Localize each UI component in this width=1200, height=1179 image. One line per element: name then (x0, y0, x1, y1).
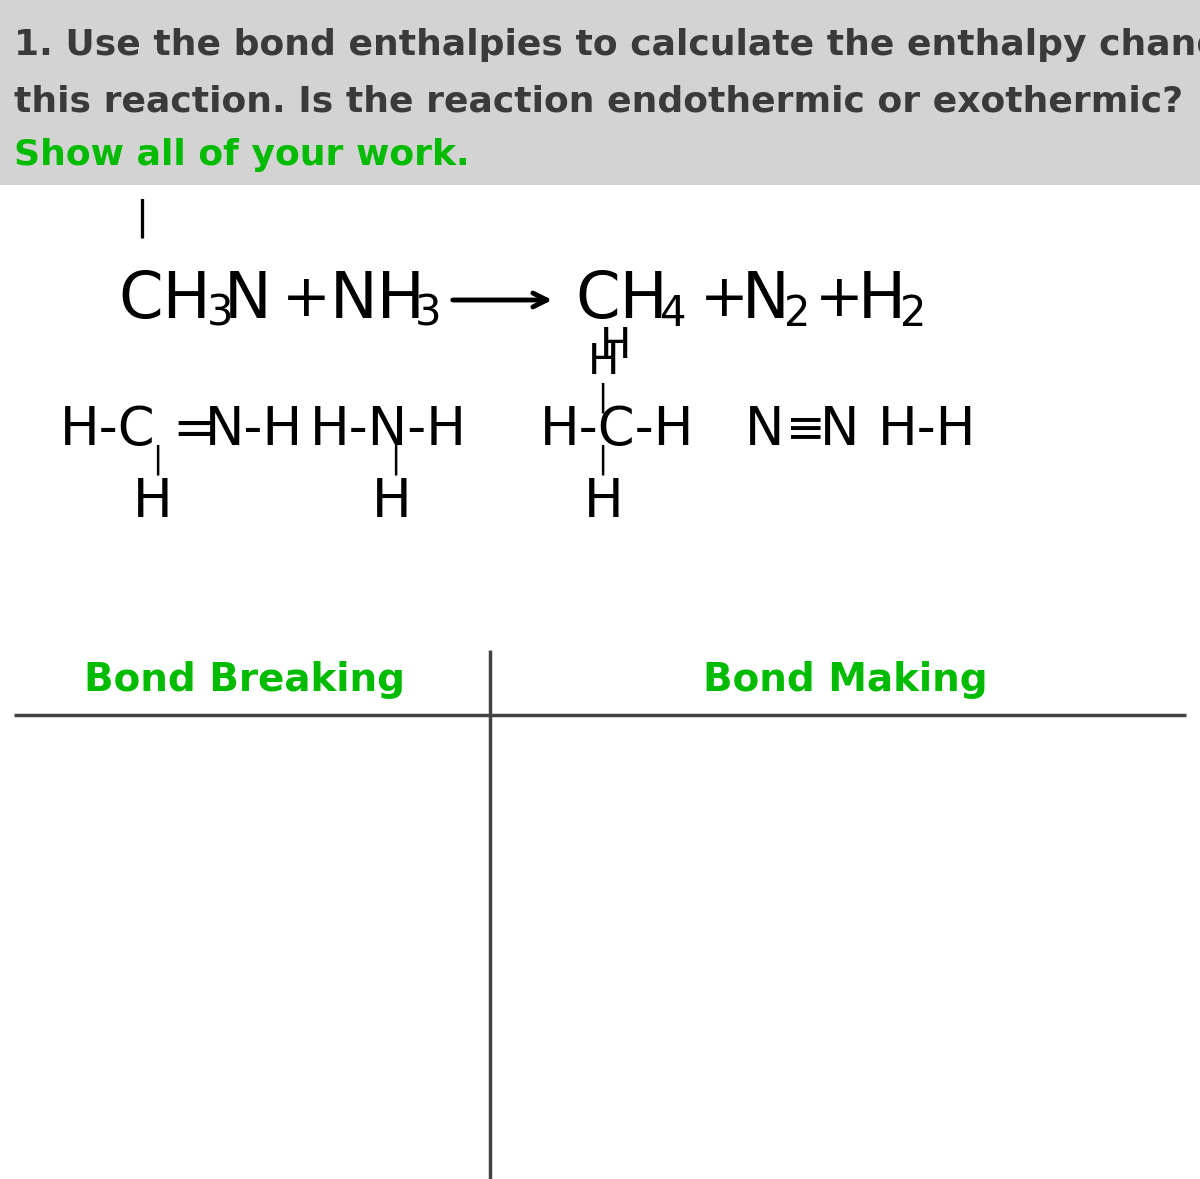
Text: Bond Making: Bond Making (703, 661, 988, 699)
Text: H: H (584, 476, 624, 528)
Text: Bond Breaking: Bond Breaking (84, 661, 406, 699)
Text: N: N (820, 404, 859, 456)
Text: 4: 4 (660, 294, 686, 335)
Text: Show all of your work.: Show all of your work. (14, 138, 469, 172)
Text: 2: 2 (900, 294, 926, 335)
Text: +: + (815, 271, 864, 329)
Text: 2: 2 (784, 294, 810, 335)
Text: H-C: H-C (60, 404, 156, 456)
Text: N: N (745, 404, 785, 456)
Text: |: | (134, 198, 148, 238)
Text: CH: CH (118, 269, 211, 331)
Text: H-C-H: H-C-H (540, 404, 695, 456)
Bar (0, 0, 1200, 185)
Text: CH: CH (575, 269, 667, 331)
Text: |: | (598, 444, 607, 475)
Text: H: H (858, 269, 906, 331)
Text: 3: 3 (415, 294, 442, 335)
Text: N: N (742, 269, 790, 331)
Text: N: N (224, 269, 271, 331)
Text: H-N-H: H-N-H (310, 404, 467, 456)
Text: 3: 3 (208, 294, 234, 335)
Text: H: H (133, 476, 173, 528)
Text: H: H (600, 325, 631, 367)
Text: H-H: H-H (878, 404, 977, 456)
Text: |: | (390, 444, 401, 475)
Text: +: + (282, 271, 331, 329)
Text: 1. Use the bond enthalpies to calculate the enthalpy change for: 1. Use the bond enthalpies to calculate … (14, 28, 1200, 62)
Text: =: = (172, 404, 216, 456)
Text: N-H: N-H (205, 404, 304, 456)
Text: |: | (152, 444, 162, 475)
Text: +: + (700, 271, 749, 329)
Text: |: | (598, 383, 607, 414)
Text: H: H (588, 341, 619, 383)
Text: H: H (372, 476, 412, 528)
Text: this reaction. Is the reaction endothermic or exothermic?: this reaction. Is the reaction endotherm… (14, 85, 1183, 119)
Text: NH: NH (330, 269, 426, 331)
Text: ≡: ≡ (786, 408, 826, 453)
